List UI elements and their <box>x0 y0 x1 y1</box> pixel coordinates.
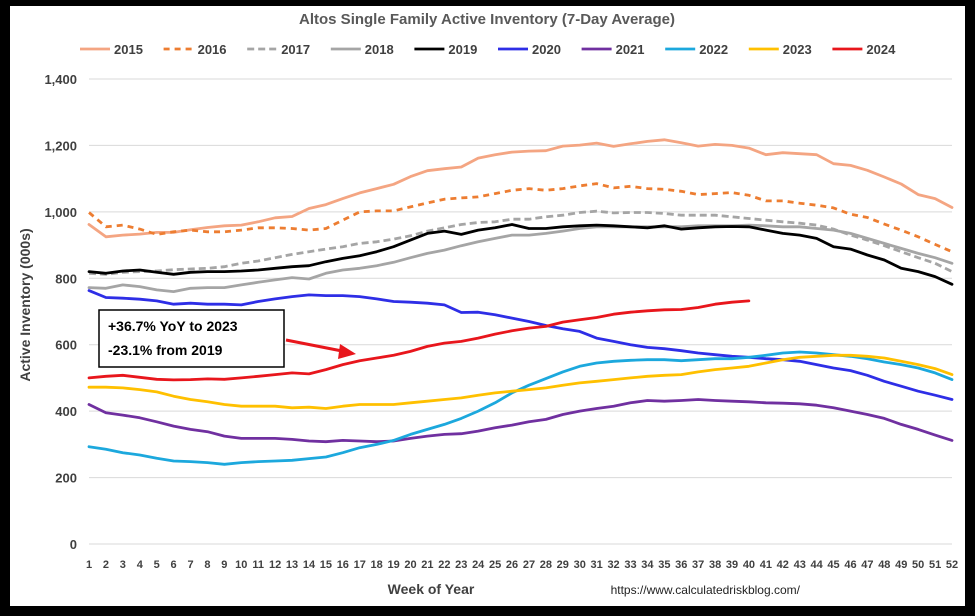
x-tick-label: 2 <box>103 559 109 571</box>
x-tick-label: 35 <box>658 559 670 571</box>
x-tick-label: 31 <box>591 559 603 571</box>
x-tick-label: 28 <box>540 559 552 571</box>
x-tick-label: 7 <box>187 559 193 571</box>
legend-label-2019: 2019 <box>448 42 477 57</box>
x-tick-label: 16 <box>337 559 349 571</box>
y-tick-label: 400 <box>55 404 77 419</box>
x-tick-label: 26 <box>506 559 518 571</box>
x-tick-label: 8 <box>204 559 210 571</box>
annotation-arrow-head <box>338 344 356 359</box>
series-line-2023 <box>87 353 954 410</box>
source-url: https://www.calculatedriskblog.com/ <box>611 583 801 597</box>
x-tick-label: 27 <box>523 559 535 571</box>
x-tick-label: 44 <box>811 559 824 571</box>
x-tick-label: 41 <box>760 559 772 571</box>
series-line-2018 <box>87 223 954 293</box>
series-line-2021 <box>87 398 954 444</box>
x-tick-label: 18 <box>371 559 383 571</box>
y-tick-label: 200 <box>55 471 77 486</box>
x-tick-label: 10 <box>235 559 247 571</box>
x-tick-label: 4 <box>137 559 144 571</box>
chart-frame: Altos Single Family Active Inventory (7-… <box>10 6 965 606</box>
x-tick-label: 51 <box>929 559 941 571</box>
x-tick-label: 43 <box>794 559 806 571</box>
y-axis-ticks: 0 200 400 600 800 1,000 1,200 1,400 <box>44 72 77 552</box>
x-tick-label: 21 <box>421 559 433 571</box>
x-axis-label: Week of Year <box>388 581 475 597</box>
x-tick-label: 45 <box>827 559 839 571</box>
annotation: +36.7% YoY to 2023 -23.1% from 2019 <box>98 309 356 368</box>
x-tick-label: 39 <box>726 559 738 571</box>
x-tick-label: 19 <box>387 559 399 571</box>
series-lines <box>87 138 954 466</box>
x-tick-label: 17 <box>354 559 366 571</box>
legend-label-2016: 2016 <box>198 42 227 57</box>
x-tick-label: 48 <box>878 559 890 571</box>
legend-label-2024: 2024 <box>866 42 896 57</box>
x-tick-label: 5 <box>154 559 160 571</box>
x-tick-label: 11 <box>252 559 264 571</box>
legend-label-2021: 2021 <box>616 42 645 57</box>
x-tick-label: 30 <box>574 559 586 571</box>
y-axis-label: Active Inventory (000s) <box>17 228 33 381</box>
x-tick-label: 33 <box>624 559 636 571</box>
x-tick-label: 20 <box>404 559 416 571</box>
x-tick-label: 47 <box>861 559 873 571</box>
x-tick-label: 36 <box>675 559 687 571</box>
chart-title: Altos Single Family Active Inventory (7-… <box>299 11 675 28</box>
x-tick-label: 14 <box>303 559 316 571</box>
line-chart: Altos Single Family Active Inventory (7-… <box>17 11 958 597</box>
x-tick-label: 9 <box>221 559 227 571</box>
x-tick-label: 32 <box>607 559 619 571</box>
x-tick-label: 12 <box>269 559 281 571</box>
x-tick-label: 22 <box>438 559 450 571</box>
x-tick-label: 49 <box>895 559 907 571</box>
legend-label-2020: 2020 <box>532 42 561 57</box>
series-line-2022 <box>87 350 954 466</box>
x-tick-label: 34 <box>641 559 654 571</box>
series-line-2019 <box>87 223 954 286</box>
x-tick-label: 23 <box>455 559 467 571</box>
x-tick-label: 38 <box>709 559 721 571</box>
x-tick-label: 15 <box>320 559 332 571</box>
series-line-2020 <box>87 289 954 401</box>
series-line-2017 <box>88 209 953 276</box>
x-tick-label: 37 <box>692 559 704 571</box>
legend-label-2018: 2018 <box>365 42 394 57</box>
x-tick-label: 1 <box>86 559 92 571</box>
annotation-line-2: -23.1% from 2019 <box>108 342 223 358</box>
x-axis-ticks: 1 2 3 4 5 6 7 8 9 10 11 12 13 14 15 16 17 18 19 20 21 22 23 24 2… <box>86 559 958 571</box>
series-line-2024 <box>87 299 751 382</box>
annotation-box <box>98 309 285 368</box>
y-tick-label: 1,000 <box>44 205 77 220</box>
legend-label-2023: 2023 <box>783 42 812 57</box>
annotation-arrow-shaft <box>285 338 343 353</box>
x-tick-label: 25 <box>489 559 501 571</box>
annotation-line-1: +36.7% YoY to 2023 <box>108 318 238 334</box>
y-tick-label: 1,400 <box>44 72 77 87</box>
series-line-2016 <box>88 182 953 253</box>
x-tick-label: 40 <box>743 559 755 571</box>
legend-label-2022: 2022 <box>699 42 728 57</box>
series-line-2015 <box>87 138 954 239</box>
x-tick-label: 46 <box>844 559 856 571</box>
x-tick-label: 42 <box>777 559 789 571</box>
y-tick-label: 0 <box>70 537 77 552</box>
x-tick-label: 50 <box>912 559 924 571</box>
y-tick-label: 600 <box>55 338 77 353</box>
x-tick-label: 6 <box>171 559 177 571</box>
legend-label-2017: 2017 <box>281 42 310 57</box>
x-tick-label: 3 <box>120 559 126 571</box>
x-tick-label: 13 <box>286 559 298 571</box>
x-tick-label: 52 <box>946 559 958 571</box>
y-tick-label: 800 <box>55 271 77 286</box>
legend: 2015 2016 2017 2018 2019 2020 2021 2022 2023 2024 <box>80 42 896 57</box>
y-tick-label: 1,200 <box>44 138 77 153</box>
x-tick-label: 29 <box>557 559 569 571</box>
x-tick-label: 24 <box>472 559 485 571</box>
legend-label-2015: 2015 <box>114 42 143 57</box>
